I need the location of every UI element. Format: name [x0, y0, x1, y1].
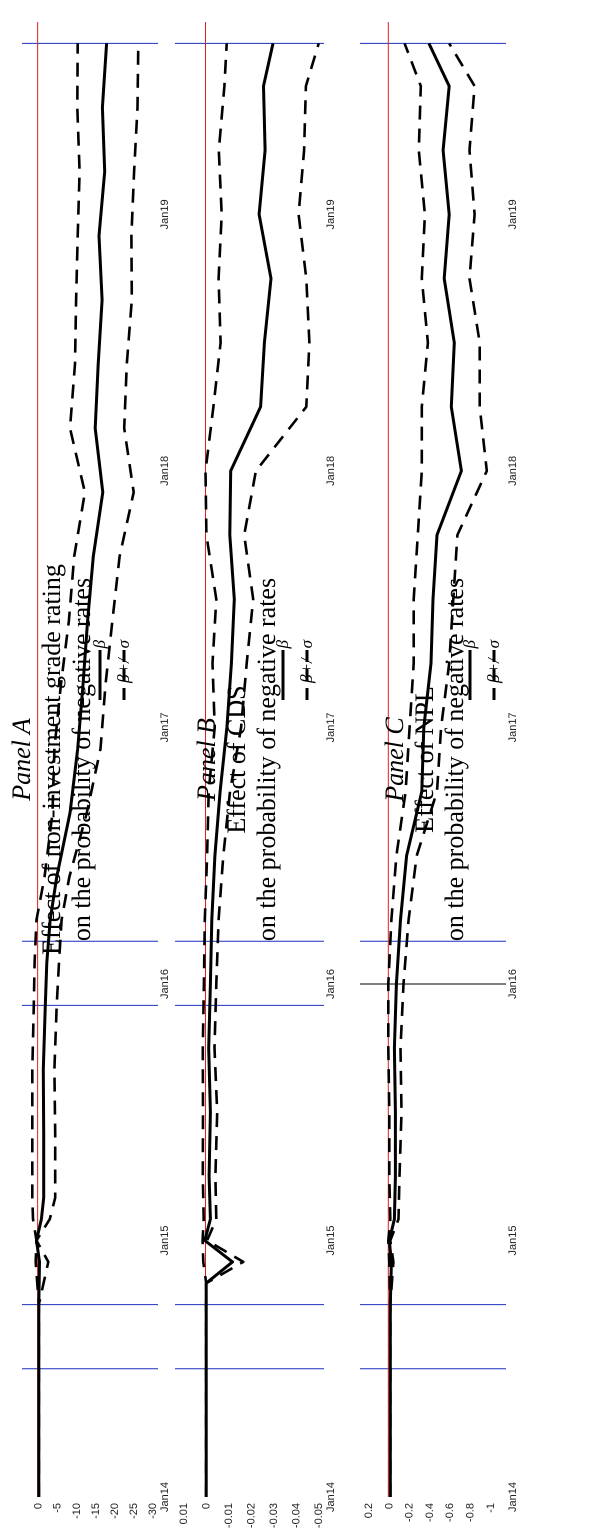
series-beta-minus-sigma-line [35, 43, 140, 1497]
y-tick-label: -0.04 [291, 1503, 303, 1528]
x-tick-label: Jan14 [507, 1482, 519, 1512]
y-tick-label: -0.05 [313, 1503, 325, 1528]
x-tick-label: Jan15 [159, 1225, 171, 1255]
series-beta-plus-sigma-line [201, 43, 228, 1497]
x-tick-label: Jan18 [325, 456, 337, 486]
legend-sigma-label: β+/- σ [297, 639, 316, 684]
x-tick-label: Jan17 [159, 712, 171, 742]
y-tick-label: 0 [33, 1503, 45, 1509]
y-tick-label: -0.01 [223, 1503, 235, 1528]
y-tick-label: -0.2 [404, 1503, 416, 1522]
panel-subtitle: on the probability of negative rates [440, 578, 469, 941]
x-tick-label: Jan16 [159, 969, 171, 999]
x-tick-label: Jan19 [507, 199, 519, 229]
x-tick-label: Jan14 [159, 1482, 171, 1512]
series-beta-plus-sigma-line [30, 43, 87, 1497]
y-tick-label: -15 [90, 1503, 102, 1519]
x-tick-label: Jan14 [325, 1482, 337, 1512]
x-tick-label: Jan19 [325, 199, 337, 229]
x-tick-label: Jan17 [325, 712, 337, 742]
series-beta-minus-sigma-line [204, 43, 320, 1497]
x-tick-label: Jan16 [325, 969, 337, 999]
y-tick-label: 0.01 [178, 1503, 190, 1524]
panel-subtitle: on the probability of negative rates [252, 578, 281, 941]
y-tick-label: 0 [201, 1503, 213, 1509]
panel-title: Effect of CDS [222, 685, 251, 833]
panel-label: Panel C [380, 717, 409, 803]
y-tick-label: -5 [52, 1503, 64, 1513]
y-tick-label: -0.03 [268, 1503, 280, 1528]
legend-sigma-label: β+/- σ [484, 639, 503, 684]
y-tick-label: -20 [109, 1503, 121, 1519]
x-tick-label: Jan16 [507, 969, 519, 999]
panel-subtitle: on the probability of negative rates [67, 578, 96, 941]
x-tick-label: Jan18 [159, 456, 171, 486]
series-beta-line [203, 43, 275, 1497]
x-tick-label: Jan19 [159, 199, 171, 229]
legend-beta-label: β [90, 639, 109, 649]
panel-label: Panel A [7, 718, 36, 802]
y-tick-label: 0 [383, 1503, 395, 1509]
panel-c: 0.2 0 -0.2 -0.4 -0.6 -0.8 -1 Jan14 Jan15 Jan16 Jan… [360, 22, 519, 1522]
y-tick-label: -10 [71, 1503, 83, 1519]
y-tick-label: -30 [147, 1503, 159, 1519]
legend-sigma-label: β+/- σ [114, 639, 133, 684]
x-tick-label: Jan15 [507, 1225, 519, 1255]
panel-label: Panel B [192, 718, 221, 802]
series-beta-plus-sigma-line [386, 42, 430, 1497]
y-tick-label: -0.4 [424, 1503, 436, 1522]
panel-a: 0 -5 -10 -15 -20 -25 -30 Jan14 Jan15 Jan16 Jan17 Ja… [7, 22, 171, 1519]
x-tick-label: Jan17 [507, 712, 519, 742]
x-tick-label: Jan18 [507, 456, 519, 486]
y-tick-label: -0.6 [444, 1503, 456, 1522]
panel-title: Effect of NPL [410, 686, 439, 833]
legend-beta-label: β [460, 639, 479, 649]
y-tick-label: 0.2 [363, 1503, 375, 1518]
panel-title: Effect of non-investment grade rating [37, 564, 66, 955]
y-tick-label: -0.8 [465, 1503, 477, 1522]
series-beta-minus-sigma-line [388, 42, 489, 1497]
legend-beta-label: β [273, 639, 292, 649]
y-tick-label: -0.02 [246, 1503, 258, 1528]
y-tick-label: -1 [485, 1503, 497, 1513]
x-tick-label: Jan15 [325, 1225, 337, 1255]
y-tick-label: -25 [128, 1503, 140, 1519]
